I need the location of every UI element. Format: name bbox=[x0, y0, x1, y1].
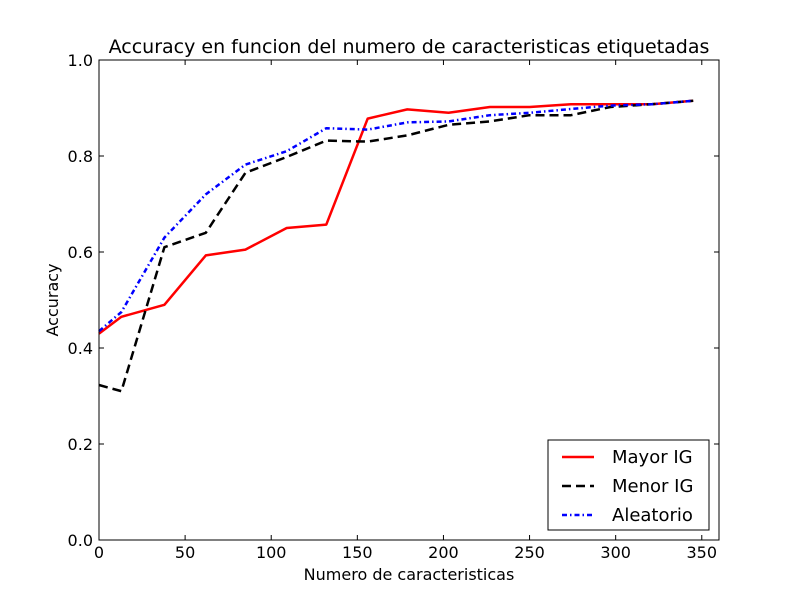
plot-frame bbox=[98, 59, 720, 541]
x-tick-label: 100 bbox=[256, 543, 287, 562]
y-tick-label: 0.4 bbox=[68, 339, 93, 358]
series-line-2 bbox=[98, 99, 694, 393]
series-line-3 bbox=[98, 99, 694, 333]
y-tick-label: 1.0 bbox=[68, 51, 93, 70]
x-tick-label: 50 bbox=[175, 543, 195, 562]
x-tick-label: 150 bbox=[342, 543, 373, 562]
plot-area bbox=[98, 99, 694, 393]
x-tick-label: 250 bbox=[514, 543, 545, 562]
chart-title: Accuracy en funcion del numero de caract… bbox=[109, 36, 710, 58]
y-tick-label: 0.8 bbox=[68, 147, 93, 166]
x-tick-label: 0 bbox=[94, 543, 104, 562]
y-tick-label: 0.0 bbox=[68, 531, 93, 550]
y-tick-label: 0.6 bbox=[68, 243, 93, 262]
axes: 0 50 100 150 200 250 300 350 0.0 0.2 0.4 0.6 0.8 1.0 bbox=[68, 51, 720, 562]
x-tick-label: 300 bbox=[600, 543, 631, 562]
legend-label-1: Mayor IG bbox=[612, 447, 693, 468]
series-line-1 bbox=[98, 99, 694, 335]
legend-label-2: Menor IG bbox=[612, 476, 693, 497]
y-tick-label: 0.2 bbox=[68, 435, 93, 454]
legend: Mayor IG Menor IG Aleatorio bbox=[547, 439, 710, 531]
x-tick-label: 350 bbox=[687, 543, 718, 562]
y-axis-title: Accuracy bbox=[43, 263, 62, 336]
legend-label-3: Aleatorio bbox=[612, 505, 693, 526]
x-tick-label: 200 bbox=[428, 543, 459, 562]
x-axis-title: Numero de caracteristicas bbox=[304, 565, 515, 584]
